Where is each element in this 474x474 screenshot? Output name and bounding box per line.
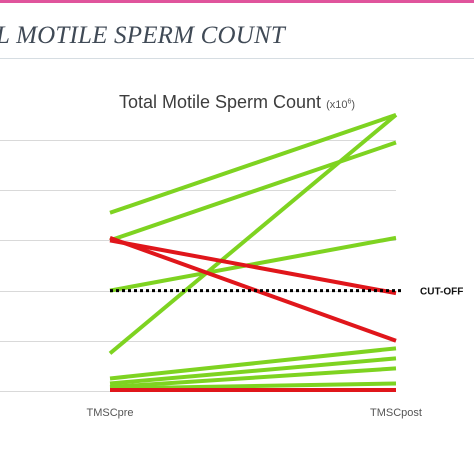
chart-title-unit: (x106) bbox=[326, 98, 356, 111]
series-line-1 bbox=[109, 113, 397, 215]
cutoff: CUT-OFF bbox=[110, 287, 463, 298]
chart-title-text: Total Motile Sperm Count bbox=[118, 92, 322, 112]
series-line-7 bbox=[109, 366, 397, 389]
slide-header: L MOTILE SPERM COUNT bbox=[0, 22, 285, 49]
series-line-5 bbox=[109, 346, 397, 381]
x-axis: TMSCpre TMSCpost bbox=[86, 407, 422, 419]
series-line-8 bbox=[109, 381, 397, 391]
series-line-10 bbox=[109, 236, 397, 343]
x-tick-label: TMSCpost bbox=[370, 407, 422, 419]
series-line-3 bbox=[108, 113, 398, 355]
series-lines bbox=[108, 113, 398, 392]
series-line-9 bbox=[109, 238, 397, 296]
series-line-4 bbox=[109, 235, 397, 293]
x-tick-label: TMSCpre bbox=[86, 407, 133, 419]
top-accent-line bbox=[0, 0, 474, 3]
header-rule bbox=[0, 58, 474, 59]
series-line-6 bbox=[109, 356, 397, 386]
chart-title: Total Motile Sperm Count (x106) bbox=[0, 92, 474, 113]
series-line-2 bbox=[109, 140, 397, 243]
cutoff-label: CUT-OFF bbox=[420, 287, 463, 298]
